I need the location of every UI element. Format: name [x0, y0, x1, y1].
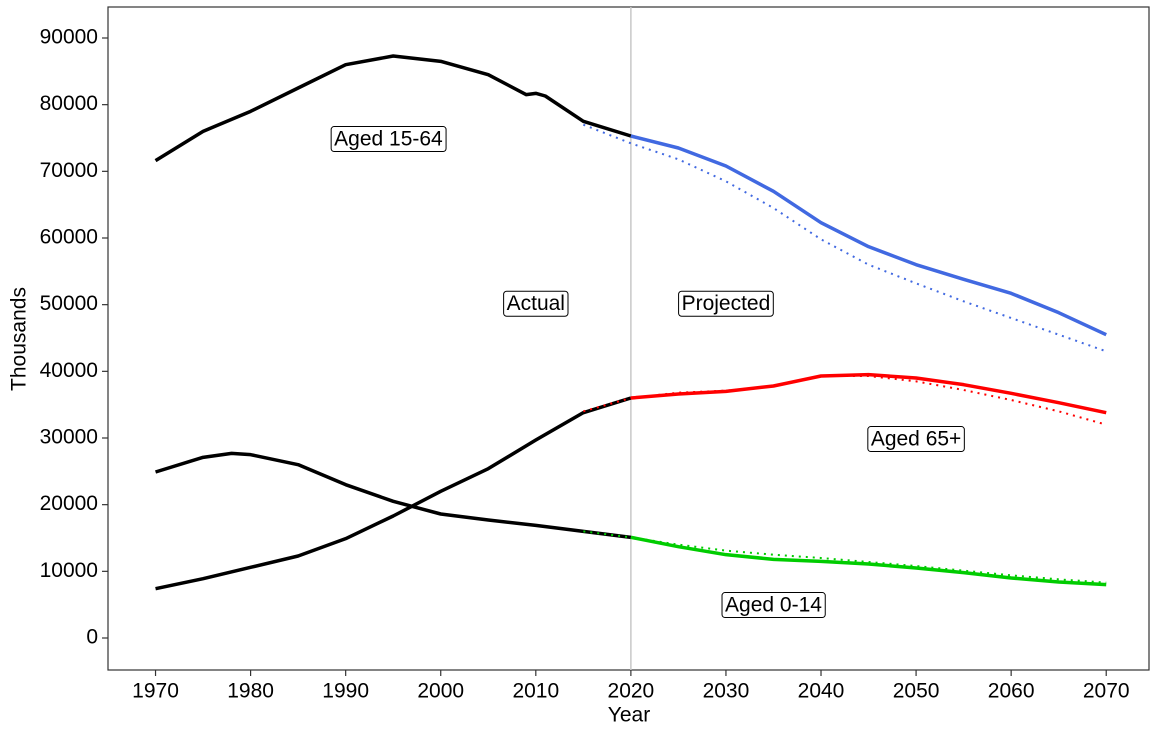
- series-line: [155, 451, 632, 540]
- x-tick-label: 2050: [893, 680, 940, 703]
- y-tick-label: 0: [86, 626, 98, 649]
- annotation: Aged 65+: [867, 426, 965, 453]
- annotation-label: Aged 15-64: [334, 128, 443, 151]
- y-tick-label: 10000: [40, 559, 98, 582]
- y-tick-label: 80000: [40, 92, 98, 115]
- x-tick-label: 2060: [988, 680, 1035, 703]
- x-tick-label: 2030: [703, 680, 750, 703]
- annotation: Projected: [678, 290, 774, 317]
- annotation: Actual: [503, 290, 569, 317]
- y-tick-label: 30000: [40, 426, 98, 449]
- x-tick-label: 1970: [132, 680, 179, 703]
- y-axis-label: Thousands: [8, 287, 31, 391]
- annotation-box: [721, 592, 826, 619]
- projection-dotted-line: [583, 530, 1107, 584]
- y-tick-label: 70000: [40, 159, 98, 182]
- plot-frame: [107, 6, 1150, 671]
- series-line: [630, 535, 1107, 587]
- annotation-label: Projected: [682, 292, 771, 315]
- annotation-box: [330, 126, 447, 153]
- projection-dotted-line: [583, 375, 1107, 426]
- annotation: Aged 15-64: [330, 126, 447, 153]
- y-tick-label: 60000: [40, 226, 98, 249]
- x-tick-label: 2070: [1083, 680, 1130, 703]
- x-tick-label: 2020: [608, 680, 655, 703]
- projection-dotted-line: [582, 123, 1107, 353]
- series-line: [154, 54, 632, 163]
- annotation-box: [867, 426, 965, 453]
- y-tick-label: 90000: [40, 26, 98, 49]
- annotation-label: Actual: [507, 292, 565, 315]
- series-line: [630, 372, 1107, 415]
- x-tick-label: 2000: [417, 680, 464, 703]
- x-tick-label: 1990: [322, 680, 369, 703]
- x-axis-label: Year: [608, 704, 650, 727]
- x-tick-label: 2010: [512, 680, 559, 703]
- annotation-label: Aged 0-14: [725, 594, 822, 617]
- annotation: Aged 0-14: [721, 592, 826, 619]
- x-tick-label: 2040: [798, 680, 845, 703]
- annotation-box: [503, 290, 569, 317]
- annotation-label: Aged 65+: [871, 428, 962, 451]
- y-tick-label: 40000: [40, 359, 98, 382]
- series-line: [630, 134, 1107, 337]
- annotation-box: [678, 290, 774, 317]
- x-tick-label: 1980: [227, 680, 274, 703]
- series-line: [155, 396, 632, 591]
- y-tick-label: 20000: [40, 492, 98, 515]
- y-tick-label: 50000: [40, 292, 98, 315]
